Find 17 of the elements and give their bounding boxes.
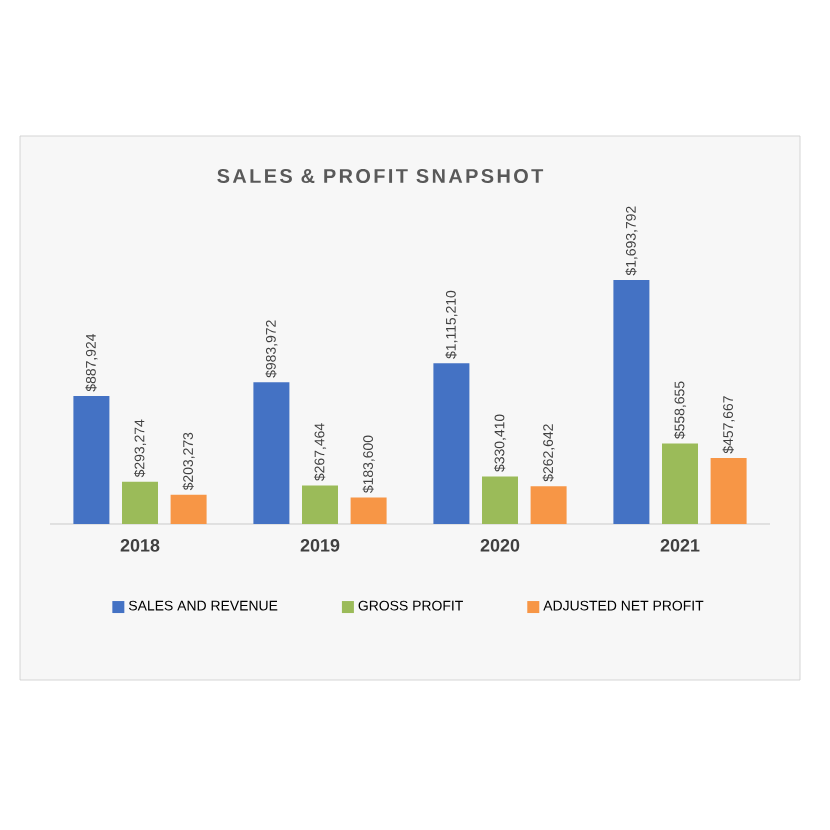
- bar: [613, 279, 650, 524]
- x-tick-label: 2019: [300, 539, 340, 552]
- x-tick-label: 2021: [660, 539, 700, 552]
- bar: [302, 485, 338, 524]
- bar: [253, 382, 290, 524]
- bar: [122, 481, 158, 524]
- x-tick-label: 2018: [120, 539, 160, 552]
- bar: [710, 458, 747, 524]
- bar: [662, 443, 698, 524]
- x-tick-label: 2020: [480, 539, 520, 552]
- bar: [170, 494, 207, 524]
- bar: [482, 476, 518, 524]
- bar: [73, 396, 110, 524]
- bar: [530, 486, 567, 524]
- bar: [433, 363, 470, 524]
- bar: [350, 497, 387, 524]
- chart-title: SALES & PROFIT SNAPSHOT: [217, 168, 544, 184]
